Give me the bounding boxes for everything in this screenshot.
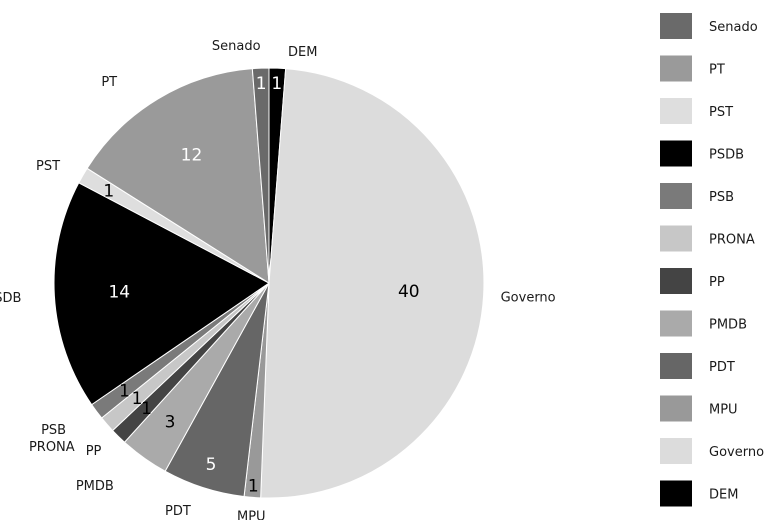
pie-slice-senado [251,67,270,284]
legend-item-psb: PSB [660,183,734,209]
pie-slices [53,67,485,499]
pie-value-pst: 1 [103,182,114,202]
legend-item-governo: Governo [660,438,764,464]
pie-label-pmdb: PMDB [76,479,114,494]
legend-label-senado: Senado [709,20,758,35]
legend-swatch-psb [660,183,692,209]
legend-swatch-pt [660,55,692,82]
pie-label-governo: Governo [501,291,556,306]
legend-label-pdt: PDT [709,360,735,375]
legend-label-pp: PP [709,275,725,290]
pie-label-pdt: PDT [165,504,191,519]
pie-value-governo: 40 [398,282,420,302]
pie-slice-labels: DEM Governo MPU PDT PMDB PP PRONA PSB PSDB PST PT S… [0,39,556,520]
legend-item-mpu: MPU [660,395,738,422]
pie-value-mpu: 1 [248,476,259,496]
legend-item-dem: DEM [660,480,738,507]
pie-label-mpu: MPU [237,509,266,520]
legend-swatch-pdt [660,353,692,379]
legend-swatch-senado [660,13,692,39]
pie-label-prona: PRONA [29,440,75,455]
legend-swatch-pst [660,98,692,124]
pie-value-pdt: 5 [206,455,217,475]
legend-label-pt: PT [709,63,725,78]
legend-item-pp: PP [660,268,725,294]
pie-label-psdb: PSDB [0,291,21,306]
pie-value-pmdb: 3 [165,412,176,432]
pie-slice-governo [260,68,485,499]
pie-value-psb: 1 [119,382,130,402]
legend-swatch-pmdb [660,310,692,337]
pie-value-psdb: 14 [108,283,130,303]
legend-item-senado: Senado [660,13,758,39]
legend-item-prona: PRONA [660,225,755,252]
pie-slice-psdb [53,182,270,406]
legend-swatch-pp [660,268,692,294]
pie-label-pst: PST [36,159,60,174]
legend-label-prona: PRONA [709,233,755,248]
legend-item-psdb: PSDB [660,140,744,167]
pie-label-pp: PP [86,444,102,459]
pie-value-pp: 1 [141,399,152,419]
legend-swatch-governo [660,438,692,464]
legend-label-psb: PSB [709,190,734,205]
pie-label-dem: DEM [288,45,317,60]
legend-item-pt: PT [660,55,725,82]
pie-value-pt: 12 [181,146,203,166]
legend-label-mpu: MPU [709,403,738,418]
legend-item-pdt: PDT [660,353,735,379]
legend-label-pst: PST [709,105,733,120]
legend-label-psdb: PSDB [709,148,744,163]
pie-label-senado: Senado [212,39,261,54]
pie-slice-pt [86,68,270,284]
pie-value-prona: 1 [132,389,143,409]
legend-label-pmdb: PMDB [709,318,747,333]
pie-value-dem: 1 [271,74,282,94]
legend-swatch-dem [660,480,692,507]
legend-swatch-mpu [660,395,692,422]
pie-label-psb: PSB [41,423,66,438]
legend-swatch-prona [660,225,692,252]
legend-label-governo: Governo [709,445,764,460]
pie-label-pt: PT [101,75,117,90]
legend-swatch-psdb [660,140,692,167]
legend-item-pmdb: PMDB [660,310,747,337]
legend: Senado PT PST PSDB PSB PRONA PP PMDB PDT MPU Gover… [660,13,764,507]
pie-value-senado: 1 [256,74,267,94]
legend-label-dem: DEM [709,488,738,503]
legend-item-pst: PST [660,98,733,124]
